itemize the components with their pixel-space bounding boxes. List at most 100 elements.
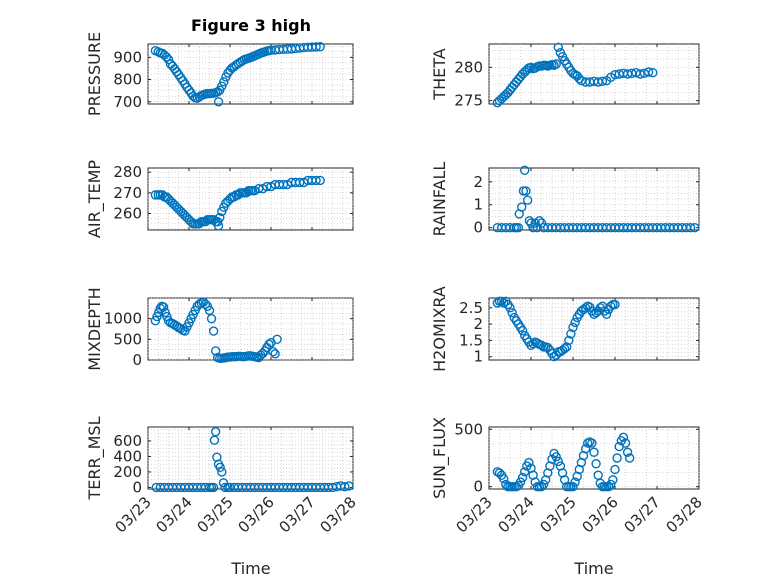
y-tick-label: 280 [113, 163, 142, 181]
data-point [522, 195, 533, 205]
data-point [206, 313, 217, 324]
data-point [161, 52, 172, 62]
data-point [220, 482, 230, 493]
data-point [340, 481, 350, 492]
data-point [566, 329, 576, 339]
data-point [268, 347, 278, 357]
data-point [521, 186, 531, 196]
y-tick-label: 2 [473, 315, 483, 333]
data-point [524, 457, 534, 468]
y-tick-label: 800 [113, 71, 142, 89]
x-tick-label: 03/23 [453, 493, 496, 536]
y-axis-label: H2OMIXRA [430, 286, 449, 372]
data-point [610, 464, 620, 475]
data-point [217, 81, 227, 91]
data-point [618, 432, 629, 443]
data-point [507, 307, 517, 318]
data-point [208, 326, 219, 336]
data-point [204, 305, 215, 316]
x-tick-label: 03/27 [621, 493, 664, 536]
data-point [549, 60, 559, 71]
data-point [158, 302, 169, 312]
data-point [517, 325, 528, 336]
data-point [524, 216, 535, 226]
data-point [212, 452, 222, 462]
data-point [570, 317, 580, 328]
data-point [344, 481, 354, 491]
y-tick-label: 600 [113, 432, 142, 450]
y-tick-label: 0 [473, 219, 483, 237]
y-tick-label: 270 [113, 184, 142, 202]
x-tick-label: 03/24 [495, 493, 538, 536]
data-point [612, 453, 622, 463]
y-tick-label: 1 [473, 348, 483, 366]
data-point [597, 76, 608, 87]
data-point [264, 339, 274, 349]
data-point [562, 342, 572, 352]
data-point [553, 42, 563, 53]
y-axis-label: MIXDEPTH [85, 287, 104, 370]
y-axis-label: PRESSURE [85, 32, 104, 116]
data-point [518, 186, 529, 196]
data-point [648, 67, 658, 78]
data-point [622, 447, 633, 457]
y-tick-label: 500 [454, 420, 483, 438]
y-tick-label: 0 [132, 351, 142, 369]
data-point [208, 482, 219, 493]
data-point [163, 54, 174, 65]
data-point [315, 175, 325, 186]
subplot-grid: 700 800 900 PRESSURE 275 280 THETA 260 270 280 AIR… [85, 32, 706, 536]
y-axis-label: THETA [430, 48, 449, 100]
data-point [635, 69, 645, 79]
data-point [311, 42, 321, 52]
data-point [643, 67, 654, 77]
x-tick-label: 03/28 [317, 493, 360, 536]
data-point [517, 202, 527, 212]
data-point [601, 309, 612, 320]
data-point [150, 316, 161, 326]
y-tick-label: 2.5 [459, 299, 483, 317]
data-point [210, 426, 221, 437]
x-tick-label: 03/28 [663, 493, 706, 536]
data-point [213, 97, 224, 107]
data-point [589, 447, 599, 457]
x-tick-label: 03/24 [153, 493, 196, 536]
data-point [690, 223, 700, 233]
subplot-pressure: 700 800 900 PRESSURE [85, 32, 354, 116]
data-point [536, 340, 547, 351]
x-tick-label: 03/25 [194, 493, 237, 536]
data-point [536, 482, 547, 492]
y-tick-label: 275 [454, 92, 483, 110]
data-point [610, 299, 620, 310]
y-axis-label: AIR_TEMP [85, 160, 105, 238]
data-point [219, 77, 229, 87]
data-point [568, 322, 578, 333]
x-axis-label-right: Time [573, 559, 613, 578]
data-point [499, 473, 509, 484]
y-tick-label: 1 [473, 196, 483, 214]
x-tick-label: 03/25 [537, 493, 580, 536]
data-point [568, 482, 578, 492]
y-axis-label: SUN_FLUX [430, 417, 450, 499]
figure-title: Figure 3 high [191, 16, 311, 35]
subplot-h2omixra: 11.522.5 H2OMIXRA [430, 286, 700, 372]
y-tick-label: 200 [113, 463, 142, 481]
y-tick-label: 1000 [104, 310, 142, 328]
data-point [526, 218, 536, 228]
data-point [311, 175, 321, 186]
data-point [517, 472, 528, 483]
y-tick-label: 0 [473, 478, 483, 496]
data-point [215, 462, 225, 472]
y-tick-label: 280 [454, 58, 483, 76]
data-point [515, 477, 526, 487]
x-tick-label: 03/27 [276, 493, 319, 536]
data-point [580, 444, 591, 454]
subplot-sun_flux: 0 500SUN_FLUX03/2303/2403/2503/2603/2703/… [430, 417, 706, 536]
data-point [538, 479, 549, 490]
y-tick-label: 900 [113, 48, 142, 66]
y-tick-label: 700 [113, 93, 142, 111]
data-point [217, 467, 227, 477]
data-point [160, 307, 170, 318]
data-point [625, 453, 635, 463]
